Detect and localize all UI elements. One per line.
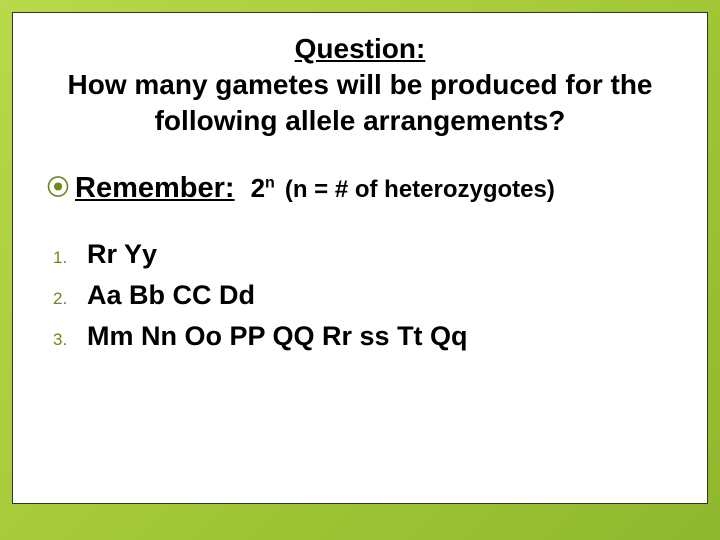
list-text: Aa Bb CC Dd (87, 280, 255, 311)
question-label: Question: (295, 33, 426, 64)
list-number: 2. (53, 289, 87, 309)
list-item: 3. Mm Nn Oo PP QQ Rr ss Tt Qq (53, 321, 681, 352)
bullet-icon: ⦿ (47, 170, 69, 202)
title-block: Question: How many gametes will be produ… (55, 31, 665, 138)
remember-label: Remember: (75, 172, 235, 205)
slide-panel: Question: How many gametes will be produ… (12, 12, 708, 504)
allele-list: 1. Rr Yy 2. Aa Bb CC Dd 3. Mm Nn Oo PP Q… (53, 239, 681, 352)
list-text: Mm Nn Oo PP QQ Rr ss Tt Qq (87, 321, 468, 352)
formula-note: (n = # of heterozygotes) (285, 176, 555, 204)
question-text: How many gametes will be produced for th… (68, 69, 653, 136)
list-number: 1. (53, 248, 87, 268)
formula-base: 2 (251, 173, 265, 203)
list-item: 1. Rr Yy (53, 239, 681, 270)
list-item: 2. Aa Bb CC Dd (53, 280, 681, 311)
formula-exponent: n (265, 175, 275, 192)
remember-line: ⦿ Remember: 2n (n = # of heterozygotes) (47, 172, 681, 205)
list-text: Rr Yy (87, 239, 157, 270)
list-number: 3. (53, 330, 87, 350)
formula: 2n (251, 173, 275, 204)
